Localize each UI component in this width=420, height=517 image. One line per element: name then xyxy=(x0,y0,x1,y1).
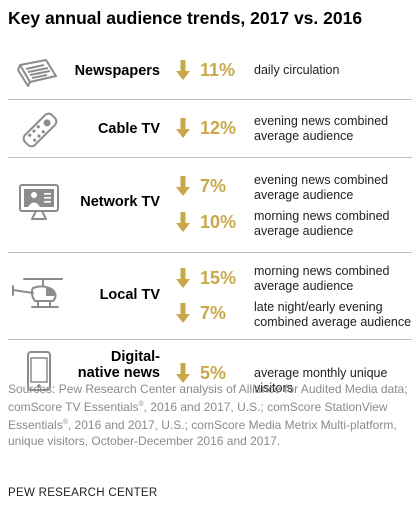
metric-line: average audience xyxy=(254,188,354,202)
metric-line: morning news combined xyxy=(254,264,390,278)
registered-mark: ® xyxy=(62,419,68,426)
change-value: 11% xyxy=(200,60,236,80)
credit-label: PEW RESEARCH CENTER xyxy=(8,487,158,499)
change-value: 12% xyxy=(200,118,237,138)
metric-line: average monthly unique visitors xyxy=(254,366,388,395)
newspaper-icon xyxy=(17,59,57,87)
change-value: 10% xyxy=(200,212,237,232)
change-value: 15% xyxy=(200,268,237,288)
metric-label: daily circulation xyxy=(254,63,339,78)
sources-text: , 2016 and 2017, U.S.; comScore StationV… xyxy=(8,400,388,432)
down-arrow-icon xyxy=(176,212,190,232)
metric-line: late night/early evening xyxy=(254,300,383,314)
medium-label-digital-line2: native news xyxy=(77,365,160,381)
tv-icon xyxy=(19,184,59,220)
medium-label-digital-line1: Digital- xyxy=(110,349,160,365)
metric-line: combined average audience xyxy=(254,315,412,329)
medium-label-local-tv: Local TV xyxy=(99,287,160,303)
metric-label: late night/early evening combined averag… xyxy=(254,300,411,330)
phone-icon xyxy=(27,351,51,391)
change-value: 7% xyxy=(200,176,227,196)
metric-label: average monthly unique visitors xyxy=(254,366,420,396)
metric-line: average audience xyxy=(254,129,354,143)
helicopter-icon xyxy=(12,278,63,308)
down-arrow-icon xyxy=(176,60,190,80)
metric-label: evening news combined average audience xyxy=(254,114,388,144)
remote-control-icon xyxy=(22,112,58,148)
down-arrow-icon xyxy=(176,176,190,196)
chart-title: Key annual audience trends, 2017 vs. 201… xyxy=(8,8,363,28)
divider xyxy=(8,157,412,158)
divider xyxy=(8,339,412,340)
metric-line: average audience xyxy=(254,224,354,238)
down-arrow-icon xyxy=(176,118,190,138)
down-arrow-icon xyxy=(176,303,190,323)
divider xyxy=(8,99,412,100)
medium-label-newspapers: Newspapers xyxy=(74,63,160,79)
change-value: 5% xyxy=(200,363,227,383)
sources-text: , 2016 and 2017, U.S.; comScore Media Me… xyxy=(8,418,397,448)
metric-line: average audience xyxy=(254,279,354,293)
metric-line: morning news combined xyxy=(254,209,390,223)
change-value: 7% xyxy=(200,303,227,323)
down-arrow-icon xyxy=(176,363,190,383)
sources-text: Sources: Pew Research Center analysis of… xyxy=(8,382,408,414)
medium-label-cable-tv: Cable TV xyxy=(97,121,160,137)
metric-label: morning news combined average audience xyxy=(254,264,390,294)
metric-label: evening news combined average audience xyxy=(254,173,388,203)
divider xyxy=(8,252,412,253)
medium-label-digital-native: Digital- native news xyxy=(0,349,160,381)
sources-note: Sources: Pew Research Center analysis of… xyxy=(8,381,412,449)
metric-line: evening news combined xyxy=(254,114,389,128)
registered-mark: ® xyxy=(138,401,144,408)
metric-line: daily circulation xyxy=(254,63,340,77)
metric-label: morning news combined average audience xyxy=(254,209,390,239)
metric-line: evening news combined xyxy=(254,173,389,187)
medium-label-network-tv: Network TV xyxy=(80,194,160,210)
down-arrow-icon xyxy=(176,268,190,288)
